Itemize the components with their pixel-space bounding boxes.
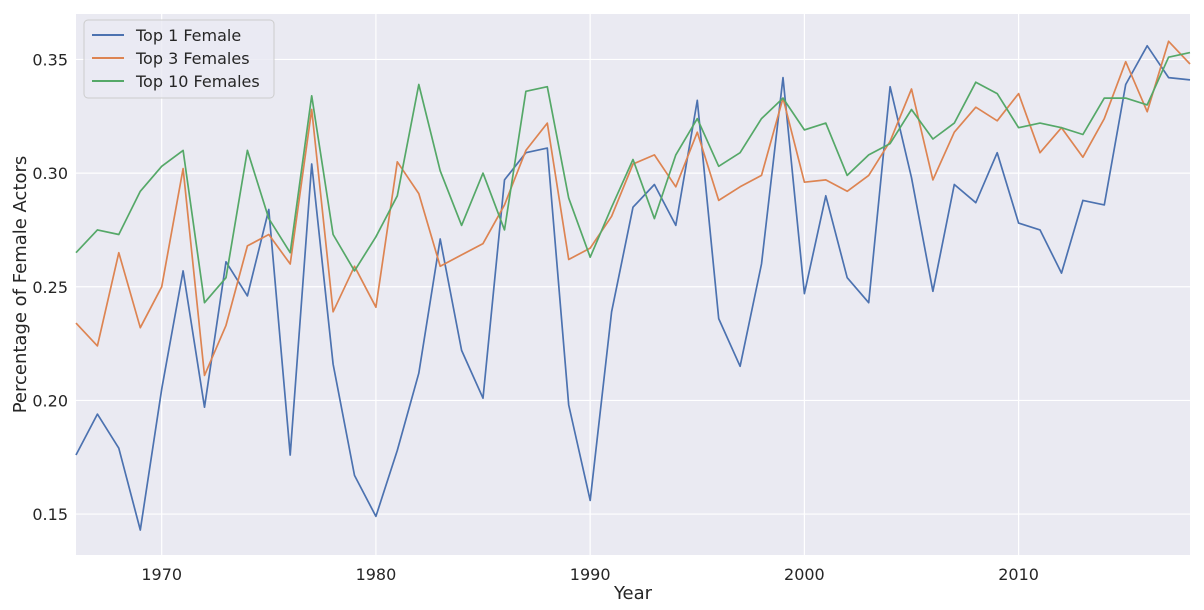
y-tick-label: 0.25 [32,278,68,297]
legend-label: Top 3 Females [135,49,250,68]
grid-lines [76,14,1190,555]
x-tick-label: 2000 [784,565,825,584]
series-line-3 [75,51,1191,304]
legend-box [83,19,275,99]
x-tick-label: 1970 [141,565,182,584]
series-lines [75,40,1191,531]
y-axis-title: Percentage of Female Actors [10,156,31,414]
y-tick-label: 0.20 [32,391,68,410]
y-tick-label: 0.35 [32,50,68,69]
tick-labels: 1970 1980 1990 2000 2010 0.15 0.20 0.25 0.30 0.35 [32,50,1039,584]
series-line-2 [75,40,1191,377]
legend-label: Top 1 Female [135,26,241,45]
x-tick-label: 2010 [998,565,1039,584]
x-tick-label: 1980 [356,565,397,584]
x-tick-label: 1990 [570,565,611,584]
x-axis-title: Year [613,583,653,604]
y-tick-label: 0.30 [32,164,68,183]
legend: Top 1 Female Top 3 Females Top 10 Females [83,19,275,99]
legend-label: Top 10 Females [135,72,260,91]
y-tick-label: 0.15 [32,505,68,524]
